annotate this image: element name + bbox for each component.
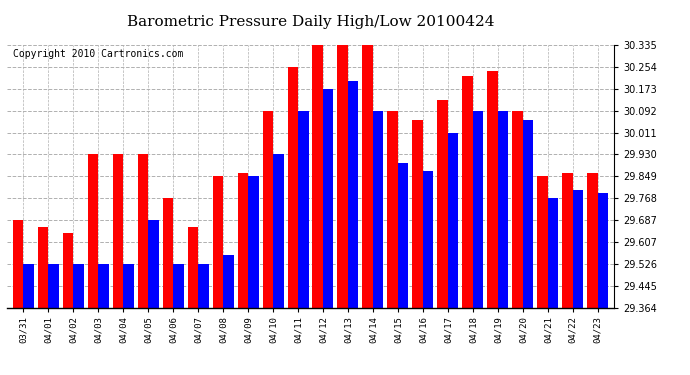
Bar bbox=[538, 176, 548, 308]
Bar bbox=[523, 120, 533, 308]
Bar bbox=[273, 154, 284, 308]
Bar bbox=[38, 228, 48, 308]
Bar bbox=[337, 45, 348, 308]
Bar bbox=[573, 190, 583, 308]
Bar bbox=[388, 111, 398, 308]
Bar bbox=[413, 120, 423, 308]
Bar bbox=[88, 154, 98, 308]
Bar bbox=[63, 233, 73, 308]
Bar bbox=[213, 176, 223, 308]
Bar bbox=[373, 111, 384, 308]
Bar bbox=[448, 133, 458, 308]
Bar bbox=[237, 173, 248, 308]
Bar bbox=[362, 45, 373, 308]
Bar bbox=[298, 111, 308, 308]
Text: Barometric Pressure Daily High/Low 20100424: Barometric Pressure Daily High/Low 20100… bbox=[127, 15, 494, 29]
Bar bbox=[163, 198, 173, 308]
Bar bbox=[437, 100, 448, 308]
Bar bbox=[313, 45, 323, 308]
Bar bbox=[487, 70, 498, 308]
Bar bbox=[398, 163, 408, 308]
Bar bbox=[148, 220, 159, 308]
Bar bbox=[98, 264, 108, 308]
Bar bbox=[23, 264, 34, 308]
Bar bbox=[548, 198, 558, 308]
Bar bbox=[112, 154, 123, 308]
Text: Copyright 2010 Cartronics.com: Copyright 2010 Cartronics.com bbox=[13, 49, 184, 59]
Bar bbox=[188, 228, 198, 308]
Bar bbox=[498, 111, 509, 308]
Bar bbox=[473, 111, 484, 308]
Bar bbox=[223, 255, 233, 308]
Bar bbox=[513, 111, 523, 308]
Bar bbox=[348, 81, 359, 308]
Bar bbox=[12, 220, 23, 308]
Bar bbox=[562, 173, 573, 308]
Bar bbox=[137, 154, 148, 308]
Bar bbox=[288, 67, 298, 308]
Bar bbox=[262, 111, 273, 308]
Bar bbox=[323, 89, 333, 308]
Bar bbox=[248, 176, 259, 308]
Bar bbox=[198, 264, 208, 308]
Bar bbox=[48, 264, 59, 308]
Bar bbox=[587, 173, 598, 308]
Bar bbox=[73, 264, 83, 308]
Bar bbox=[123, 264, 134, 308]
Bar bbox=[173, 264, 184, 308]
Bar bbox=[423, 171, 433, 308]
Bar bbox=[598, 193, 609, 308]
Bar bbox=[462, 76, 473, 308]
